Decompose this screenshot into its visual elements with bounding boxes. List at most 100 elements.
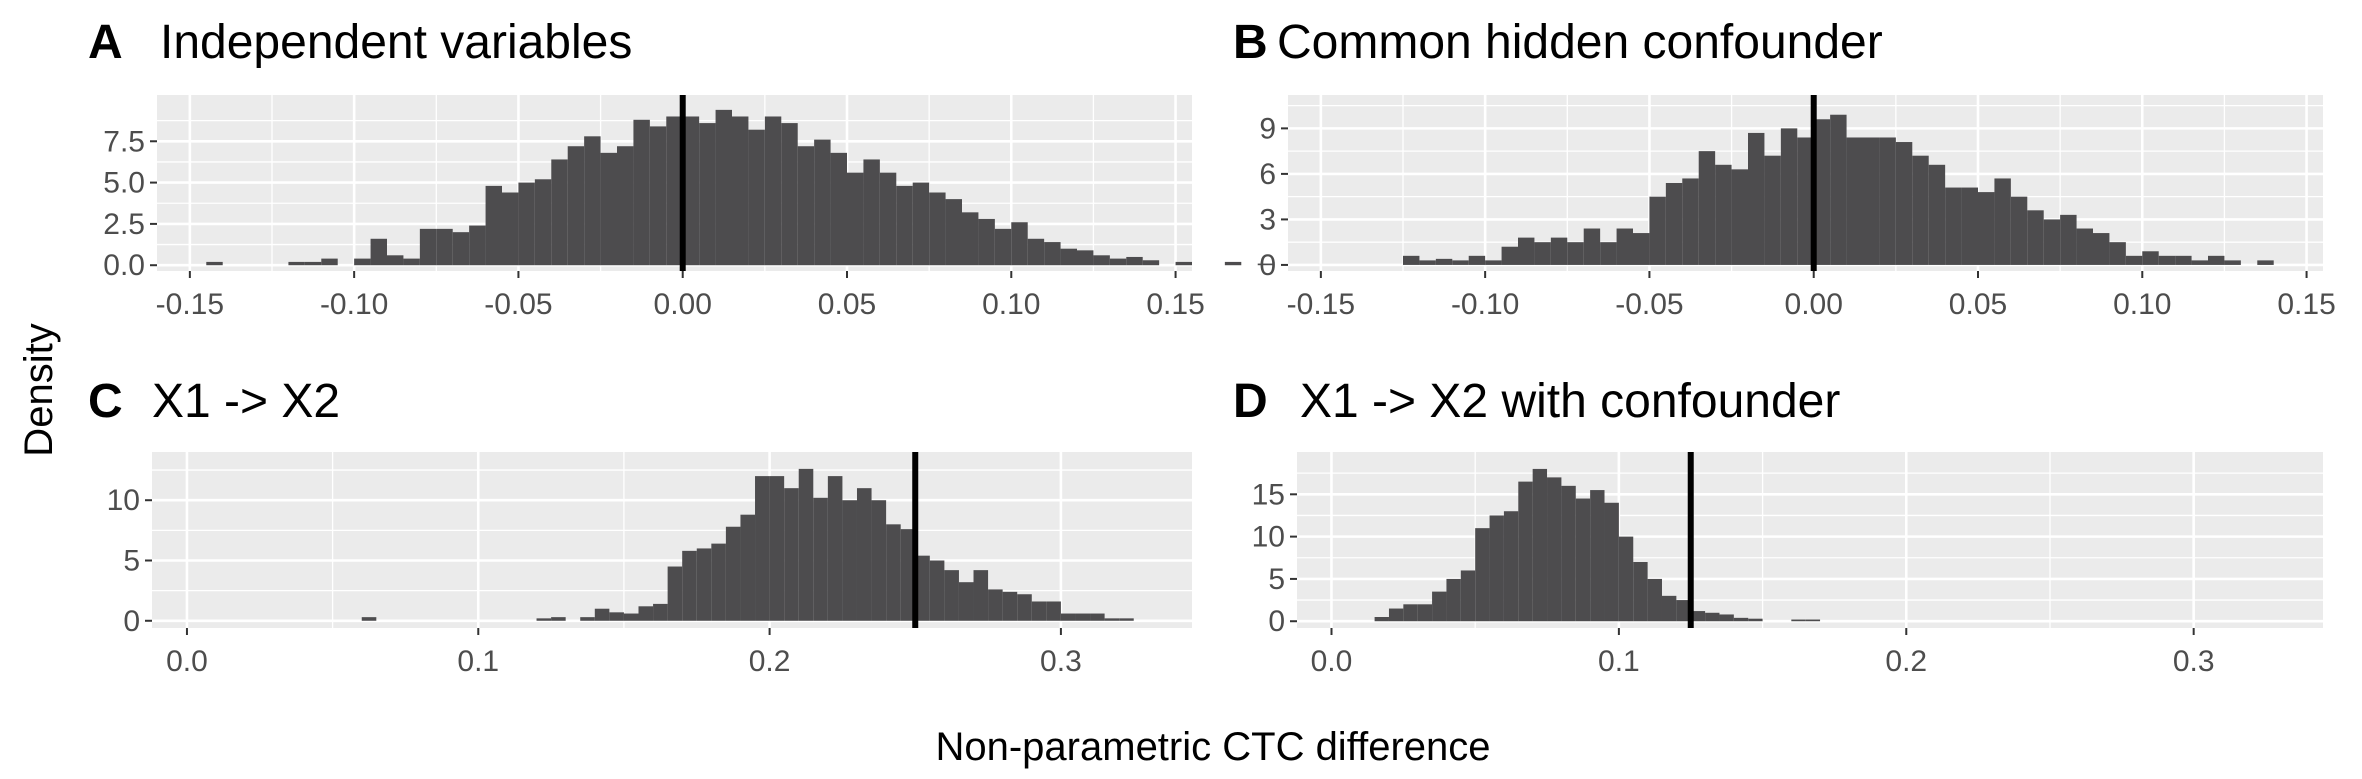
histogram-bar [1119,618,1134,621]
histogram-bar [1468,255,1486,265]
histogram-bar [469,225,486,266]
histogram-bar [304,261,322,266]
histogram-bar [973,570,989,621]
histogram-bar [2142,251,2159,265]
histogram-bar [696,548,712,621]
histogram-bar [1257,263,1275,266]
histogram-bar [1452,260,1469,265]
histogram-bar [1224,261,1242,266]
histogram-bar [682,116,700,266]
x-tick-label: 0.10 [2113,288,2171,321]
histogram-bar [1618,536,1634,622]
y-tick-label: 5 [123,544,140,577]
histogram-bar [830,152,847,266]
x-tick-label: -0.15 [156,288,224,321]
y-tick-label: 6 [1259,158,1276,191]
histogram-bar [1616,228,1633,265]
histogram-bar [827,476,843,621]
y-tick-label: 2.5 [103,208,145,241]
histogram-bar [1002,591,1018,621]
panel-b-axes: -0.15 -0.10 -0.05 0.00 0.05 0.10 0.15 0 3 6 9 [1259,112,2335,321]
histogram-bar [1733,617,1749,622]
x-tick-label: 0.3 [2173,645,2215,678]
histogram-bar [1550,237,1568,265]
x-tick-label: 0.00 [654,288,712,321]
histogram-bar [623,613,639,621]
histogram-bar [813,497,828,621]
histogram-bar [814,139,831,266]
histogram-bar [929,192,946,266]
histogram-bar [988,589,1003,621]
histogram-bar [1534,242,1551,265]
histogram-bar [387,255,404,266]
histogram-bar [1682,178,1699,265]
panel-a-bars [206,109,1275,266]
y-tick-label: 5 [1268,563,1285,596]
histogram-bar [617,146,634,266]
histogram-bar [600,152,617,266]
histogram-bar [1460,570,1476,622]
histogram-bar [962,212,979,266]
histogram-bar [1077,250,1094,266]
histogram-bar [896,185,913,266]
histogram-bar [1142,260,1160,266]
histogram-bar [1011,222,1028,266]
histogram-bar [929,560,945,621]
histogram-bar [1518,481,1533,622]
histogram-bar [2109,242,2126,265]
histogram-bar [1075,613,1091,621]
histogram-bar [748,129,765,266]
histogram-bar [1649,196,1666,265]
panel-d-title: X1 -> X2 with confounder [1300,375,1840,428]
panel-c-bars [361,468,1134,621]
histogram-bar [1104,618,1120,621]
x-tick-label: 0.1 [457,645,499,678]
histogram-bar [1060,248,1077,266]
histogram-bar [419,228,437,266]
histogram-bar [2191,260,2208,265]
histogram-bar [715,109,732,266]
histogram-bar [1830,114,1847,265]
histogram-bar [1978,192,1995,265]
histogram-bar [633,119,650,266]
histogram-bar [1879,137,1896,265]
histogram-bar [781,123,798,266]
histogram-bar [711,543,726,621]
histogram-bar [755,476,770,621]
y-tick-label: 0 [1259,249,1276,282]
histogram-bar [403,258,420,266]
histogram-bar [2158,255,2176,265]
x-tick-label: -0.05 [484,288,552,321]
histogram-bar [1698,151,1716,265]
x-axis-title: Non-parametric CTC difference [935,725,1490,769]
x-tick-label: 0.00 [1785,288,1843,321]
panel-d-tag: D [1233,375,1268,428]
histogram-bar [638,606,654,621]
y-tick-label: 0 [1268,605,1285,638]
panel-a-axes: -0.15 -0.10 -0.05 0.00 0.05 0.10 0.15 0.0 2.5 5.0… [103,125,1204,321]
histogram-bar [1109,258,1127,266]
x-tick-label: -0.15 [1287,288,1355,321]
histogram-bar [725,526,741,621]
histogram-bar [288,261,305,266]
panel-b-title: Common hidden confounder [1277,16,1883,69]
histogram-bar [1748,618,1763,622]
histogram-bar [1403,604,1418,622]
histogram-bar [1403,255,1420,265]
histogram-bar [321,258,338,266]
histogram-bar [370,238,387,266]
histogram-bar [594,608,610,621]
histogram-bar [1419,260,1436,265]
histogram-bar [1432,591,1447,622]
histogram-bar [1060,613,1076,621]
y-tick-label: 10 [107,484,140,517]
histogram-bar [842,500,857,621]
panel-c-axes: 0.0 0.1 0.2 0.3 0 5 10 [107,484,1082,678]
histogram-bar [1590,490,1605,622]
x-tick-label: 0.05 [1949,288,2007,321]
histogram-bar [769,476,785,621]
histogram-bar [764,116,782,266]
x-tick-label: 0.0 [1311,645,1353,678]
histogram-bar [915,555,930,621]
histogram-bar [1600,242,1617,265]
